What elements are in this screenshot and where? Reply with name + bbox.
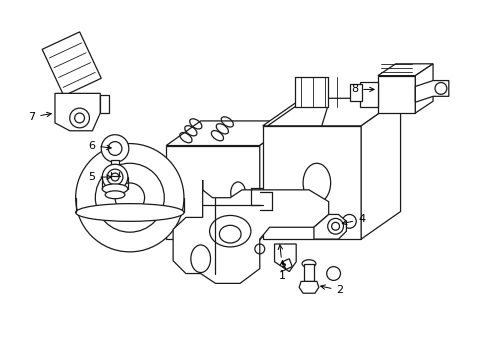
Text: 5: 5: [88, 172, 111, 182]
Text: 3: 3: [278, 245, 286, 273]
Polygon shape: [55, 93, 100, 131]
Polygon shape: [263, 98, 400, 126]
Polygon shape: [360, 82, 378, 107]
Polygon shape: [361, 98, 400, 239]
Bar: [111, 160, 119, 172]
Circle shape: [435, 82, 447, 94]
Circle shape: [328, 219, 343, 234]
Polygon shape: [416, 64, 433, 113]
Circle shape: [75, 144, 184, 252]
Bar: [304, 264, 314, 282]
Ellipse shape: [102, 184, 128, 194]
Bar: [263, 126, 361, 239]
Bar: [166, 145, 260, 239]
Polygon shape: [299, 282, 319, 293]
Ellipse shape: [302, 260, 316, 267]
Polygon shape: [282, 259, 292, 270]
Polygon shape: [260, 121, 294, 239]
Ellipse shape: [75, 204, 184, 221]
Polygon shape: [100, 95, 109, 113]
Text: 1: 1: [279, 261, 286, 280]
Polygon shape: [274, 244, 296, 271]
Bar: [378, 76, 416, 113]
Polygon shape: [295, 77, 328, 107]
Circle shape: [327, 267, 341, 280]
Text: 2: 2: [320, 285, 343, 295]
Text: 6: 6: [88, 140, 111, 150]
Polygon shape: [42, 32, 101, 96]
Ellipse shape: [105, 191, 125, 199]
Polygon shape: [378, 64, 433, 76]
Polygon shape: [173, 180, 329, 283]
Polygon shape: [416, 81, 449, 102]
Polygon shape: [268, 107, 328, 126]
Polygon shape: [314, 215, 346, 239]
Polygon shape: [166, 121, 294, 145]
Circle shape: [70, 108, 90, 128]
Circle shape: [102, 164, 128, 190]
Bar: [350, 84, 362, 101]
Circle shape: [101, 135, 129, 162]
Text: 4: 4: [343, 215, 366, 225]
Text: 7: 7: [28, 112, 51, 122]
Text: 8: 8: [351, 84, 374, 94]
